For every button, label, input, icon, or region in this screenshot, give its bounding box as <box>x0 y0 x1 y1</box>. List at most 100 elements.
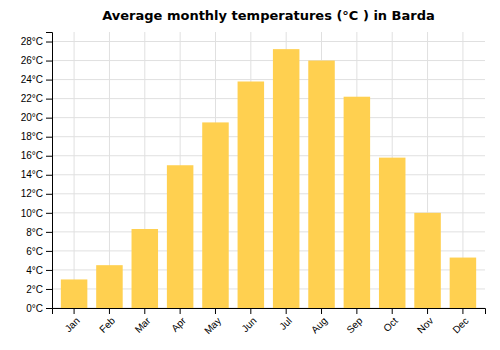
tick: 18°C <box>21 131 52 142</box>
grid-line <box>52 155 485 156</box>
tick: 22°C <box>21 93 52 104</box>
tick-label: May <box>202 315 223 336</box>
tick: Jan <box>63 308 82 334</box>
tick-mark <box>46 232 52 233</box>
tick-mark <box>46 289 52 290</box>
tick-label: 4°C <box>26 265 43 276</box>
bar <box>61 279 88 308</box>
tick: 14°C <box>21 169 52 180</box>
grid-line <box>52 136 485 137</box>
tick-label: Mar <box>133 315 153 335</box>
tick-label: 6°C <box>26 246 43 257</box>
tick-mark <box>462 308 463 314</box>
x-axis: Jan Feb Mar Apr May Jun Jul Aug Sep Oct Nov Dec <box>53 308 486 336</box>
tick: Feb <box>97 308 117 335</box>
tick: 8°C <box>26 227 52 238</box>
tick-label: 22°C <box>21 93 43 104</box>
tick-mark <box>74 308 75 314</box>
tick: Oct <box>381 308 400 334</box>
tick-label: 8°C <box>26 227 43 238</box>
grid-line <box>52 79 485 80</box>
tick-mark <box>46 118 52 119</box>
tick-label: 10°C <box>21 208 43 219</box>
tick: 6°C <box>26 246 52 257</box>
bar <box>308 61 335 308</box>
tick-label: 18°C <box>21 131 43 142</box>
tick-label: 20°C <box>21 112 43 123</box>
tick-mark <box>392 308 393 314</box>
bar <box>344 97 371 308</box>
tick-mark <box>46 61 52 62</box>
bar <box>167 165 194 308</box>
tick-mark <box>46 175 52 176</box>
tick-mark <box>321 308 322 314</box>
y-axis: 0°C 2°C 4°C 6°C 8°C 10°C 12°C 14°C 16°C 18°C 20°C 2… <box>21 33 53 314</box>
tick: 0°C <box>26 303 52 314</box>
tick-label: 2°C <box>26 284 43 295</box>
grid-line <box>52 98 485 99</box>
tick-mark <box>46 213 52 214</box>
tick: Jun <box>239 308 258 334</box>
tick: 20°C <box>21 112 52 123</box>
bar <box>273 49 300 308</box>
grid-line <box>52 41 485 42</box>
tick: Jul <box>277 308 294 332</box>
bar <box>96 265 123 308</box>
tick-label: 28°C <box>21 36 43 47</box>
plot: Jan Feb Mar Apr May Jun Jul Aug Sep Oct Nov Dec 0°C 2… <box>21 32 486 336</box>
tick: Mar <box>133 308 153 335</box>
tick-mark <box>46 270 52 271</box>
bar <box>132 229 159 308</box>
tick: Sep <box>344 308 365 335</box>
tick-label: Nov <box>415 315 435 335</box>
tick: Aug <box>309 308 329 335</box>
tick-label: Oct <box>381 315 400 334</box>
tick-mark <box>286 308 287 314</box>
tick-label: Sep <box>344 315 365 336</box>
grid-line <box>74 32 75 308</box>
title: Average monthly temperatures (°C ) in Ba… <box>102 8 435 23</box>
tick: 16°C <box>21 150 52 161</box>
tick-label: Jul <box>277 315 294 332</box>
tick: 4°C <box>26 265 52 276</box>
tick-mark <box>46 42 52 43</box>
tick-label: Feb <box>97 315 117 335</box>
tick-mark <box>46 194 52 195</box>
tick-label: Jun <box>239 315 258 334</box>
tick-mark <box>250 308 251 314</box>
tick-mark <box>180 308 181 314</box>
tick-label: Aug <box>309 315 329 335</box>
tick-mark <box>46 137 52 138</box>
bar <box>450 258 477 308</box>
tick: Nov <box>415 308 435 335</box>
tick-label: 12°C <box>21 188 43 199</box>
tick-mark <box>46 99 52 100</box>
tick-mark <box>109 308 110 314</box>
tick: 2°C <box>26 284 52 295</box>
bar <box>414 213 441 308</box>
bars <box>61 49 476 308</box>
bar <box>238 81 265 308</box>
tick-mark <box>356 308 357 314</box>
tick: 26°C <box>21 55 52 66</box>
tick: Dec <box>450 308 470 335</box>
bar <box>379 158 406 308</box>
tick: 10°C <box>21 208 52 219</box>
tick-label: Jan <box>63 315 82 334</box>
tick: May <box>202 308 223 336</box>
tick-label: 14°C <box>21 169 43 180</box>
tick-mark <box>46 80 52 81</box>
grid-line <box>52 117 485 118</box>
grid-line <box>52 174 485 175</box>
grid-line <box>52 60 485 61</box>
tick: 24°C <box>21 74 52 85</box>
axis-line <box>53 309 486 315</box>
tick: Apr <box>169 308 188 334</box>
tick: 12°C <box>21 188 52 199</box>
tick-label: 16°C <box>21 150 43 161</box>
grid <box>52 32 485 308</box>
tick: 28°C <box>21 36 52 47</box>
tick-label: Apr <box>169 315 188 334</box>
tick-mark <box>46 251 52 252</box>
chart: Jan Feb Mar Apr May Jun Jul Aug Sep Oct Nov Dec 0°C 2… <box>0 0 500 350</box>
